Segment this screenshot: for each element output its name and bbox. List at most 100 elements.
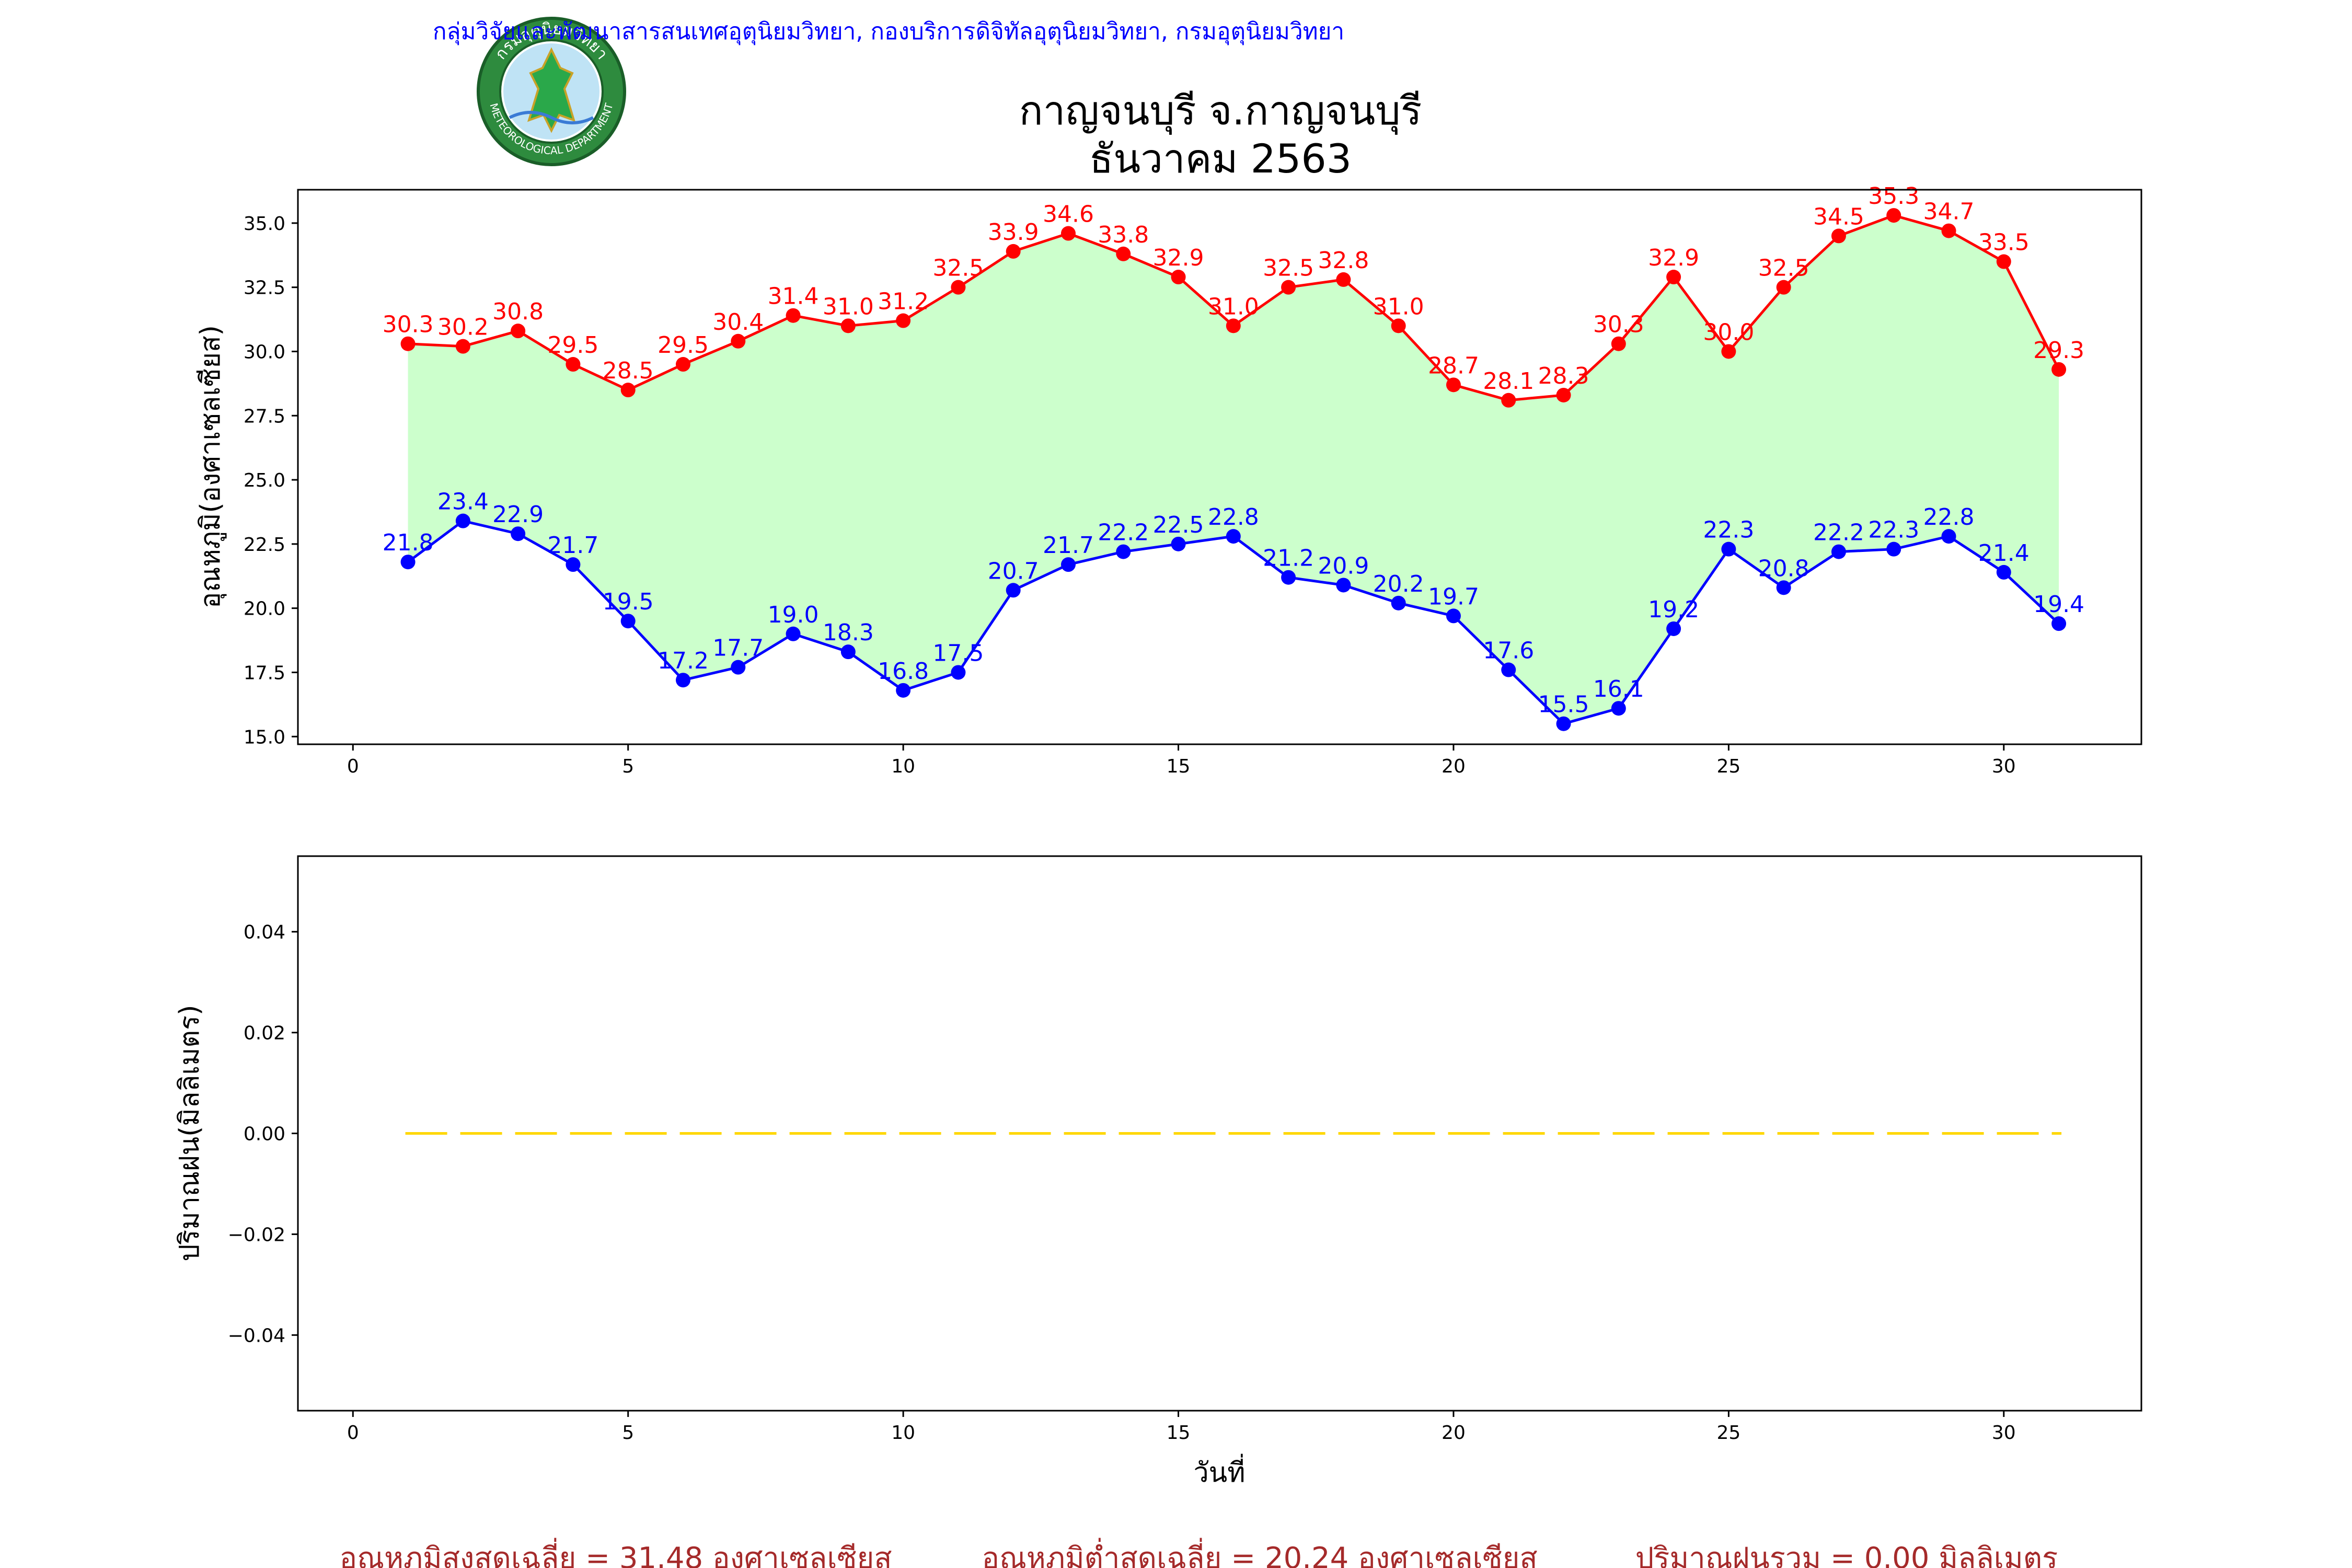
min-temperature-data-label: 19.5 <box>603 589 654 615</box>
max-temperature-data-label: 28.7 <box>1428 352 1479 379</box>
max-temperature-point <box>1226 318 1241 333</box>
rainfall-x-tick-label: 0 <box>347 1422 359 1444</box>
min-temperature-data-label: 16.8 <box>878 658 929 685</box>
min-temperature-data-label: 19.0 <box>768 602 819 628</box>
max-temperature-point <box>400 336 416 351</box>
max-temperature-data-label: 32.9 <box>1153 245 1204 271</box>
rainfall-x-tick-label: 15 <box>1167 1422 1191 1444</box>
max-temperature-data-label: 31.4 <box>768 283 819 310</box>
min-temperature-data-label: 21.8 <box>383 529 434 556</box>
temperature-x-tick-label: 20 <box>1442 756 1466 777</box>
max-temperature-data-label: 31.2 <box>878 289 929 315</box>
min-temperature-data-label: 21.2 <box>1263 545 1314 572</box>
max-temperature-point <box>1941 223 1956 238</box>
rainfall-y-tick-label: 0.04 <box>244 922 285 943</box>
min-temperature-data-label: 17.7 <box>712 635 764 662</box>
rainfall-x-tick-label: 30 <box>1992 1422 2016 1444</box>
temperature-y-tick-label: 20.0 <box>244 598 285 620</box>
max-temperature-point <box>455 339 470 354</box>
min-temperature-point <box>1116 544 1131 559</box>
max-temperature-point <box>511 324 526 339</box>
max-temperature-point <box>896 313 911 328</box>
min-temperature-data-label: 21.7 <box>547 532 598 559</box>
max-temperature-point <box>840 318 856 333</box>
max-temperature-point <box>951 280 966 295</box>
organization-header: กลุ่มวิจัยและพัฒนาสารสนเทศอุตุนิยมวิทยา,… <box>433 18 1344 45</box>
max-temperature-point <box>1171 270 1186 285</box>
max-temperature-labels: 30.3 30.230.829.528.529.530.431.4 31.0 31.2… <box>383 183 2084 395</box>
min-temperature-points <box>400 513 2067 731</box>
min-temperature-point <box>786 626 801 641</box>
temperature-panel: 0 5 10 15 20 25 30 15.0 17.5 20.0 22.5 25.0 27.5 30.0… <box>195 183 2142 777</box>
min-temperature-data-label: 15.5 <box>1538 691 1589 718</box>
max-temperature-data-label: 32.8 <box>1318 247 1369 274</box>
max-temperature-points <box>400 208 2067 408</box>
min-temperature-point <box>511 526 526 541</box>
max-temperature-point <box>1391 318 1406 333</box>
temperature-y-tick-label: 27.5 <box>244 406 285 427</box>
max-temperature-data-label: 33.8 <box>1098 222 1149 248</box>
min-temperature-point <box>1556 716 1571 731</box>
max-temperature-data-label: 34.5 <box>1813 203 1864 230</box>
min-temperature-point <box>1006 583 1021 598</box>
temperature-axes: 0 5 10 15 20 25 30 15.0 17.5 20.0 22.5 25.0 27.5 30.0… <box>244 213 2016 777</box>
temperature-x-tick-label: 25 <box>1716 756 1740 777</box>
max-temperature-data-label: 28.5 <box>603 358 654 384</box>
min-temperature-data-label: 21.7 <box>1043 532 1094 559</box>
temperature-x-tick-label: 0 <box>347 756 359 777</box>
temperature-x-tick-label: 5 <box>622 756 634 777</box>
max-temperature-point <box>1060 226 1076 241</box>
min-temperature-labels: 21.823.4 22.921.719.517.2 17.719.018.316.8… <box>383 489 2084 718</box>
min-temperature-point <box>1941 529 1956 544</box>
max-temperature-point <box>1281 280 1296 295</box>
max-temperature-data-label: 29.5 <box>547 332 598 359</box>
min-temperature-point <box>1336 578 1351 593</box>
max-temperature-point <box>675 357 690 372</box>
max-temperature-point <box>620 383 636 398</box>
min-temperature-point <box>1831 544 1846 559</box>
max-temperature-data-label: 32.5 <box>932 255 984 282</box>
min-temperature-point <box>1391 595 1406 610</box>
max-temperature-data-label: 32.5 <box>1263 255 1314 282</box>
max-temperature-point <box>1721 344 1736 359</box>
min-temperature-point <box>1281 570 1296 585</box>
max-temperature-data-label: 32.5 <box>1758 255 1809 282</box>
min-temperature-data-label: 20.9 <box>1318 552 1369 579</box>
min-temperature-point <box>840 644 856 660</box>
min-temperature-point <box>1776 580 1791 595</box>
max-temperature-point <box>1666 270 1681 285</box>
temperature-y-tick-label: 32.5 <box>244 278 285 299</box>
min-temperature-data-label: 22.3 <box>1868 517 1919 544</box>
max-temperature-point <box>1886 208 1901 223</box>
temperature-x-tick-label: 30 <box>1992 756 2016 777</box>
rainfall-x-tick-label: 25 <box>1716 1422 1740 1444</box>
min-temperature-data-label: 18.3 <box>823 619 874 646</box>
min-temperature-data-label: 19.4 <box>2033 591 2084 618</box>
min-temperature-data-label: 19.7 <box>1428 583 1479 610</box>
max-temperature-point <box>566 357 581 372</box>
min-temperature-data-label: 23.4 <box>437 489 489 515</box>
min-temperature-data-label: 20.7 <box>988 558 1039 584</box>
max-temperature-data-label: 34.6 <box>1043 201 1094 228</box>
min-temperature-point <box>1721 541 1736 557</box>
min-temperature-point <box>731 660 746 675</box>
max-temperature-data-label: 30.3 <box>383 312 434 338</box>
footer-avg-min: อุณหภูมิต่ำสุดเฉลี่ย = 20.24 องศาเซลเซีย… <box>982 1538 1537 1568</box>
max-temperature-data-label: 30.2 <box>437 314 489 341</box>
max-temperature-data-label: 30.0 <box>1703 319 1754 345</box>
rainfall-axes: 0 5 10 15 20 25 30 −0.04 −0.02 0.00 0.02 0.04 <box>228 922 2016 1444</box>
min-temperature-point <box>2051 616 2067 631</box>
max-temperature-point <box>1446 377 1461 393</box>
rainfall-x-tick-label: 20 <box>1442 1422 1466 1444</box>
rainfall-x-tick-label: 5 <box>622 1422 634 1444</box>
max-temperature-data-label: 29.3 <box>2033 337 2084 364</box>
temperature-y-tick-label: 35.0 <box>244 213 285 235</box>
min-temperature-point <box>1501 662 1516 677</box>
min-temperature-point <box>1886 541 1901 557</box>
rainfall-plot-frame <box>297 855 2142 1412</box>
min-temperature-data-label: 22.8 <box>1208 504 1259 531</box>
min-temperature-data-label: 19.2 <box>1648 596 1699 623</box>
rainfall-x-axis-title: วันที่ <box>1193 1454 1245 1489</box>
temperature-y-axis-title: อุณหภูมิ(องศาเซลเซียส) <box>195 325 227 608</box>
min-temperature-point <box>675 673 690 688</box>
